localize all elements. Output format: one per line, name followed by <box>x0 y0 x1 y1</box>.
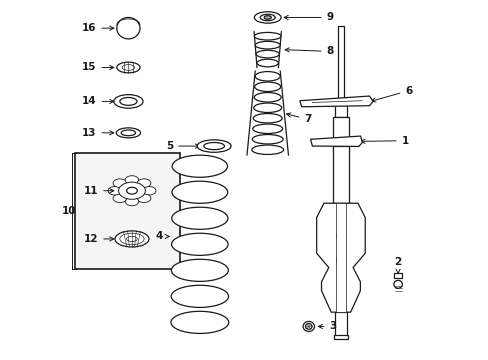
Ellipse shape <box>118 182 145 199</box>
Ellipse shape <box>113 194 126 203</box>
Ellipse shape <box>305 324 311 329</box>
Ellipse shape <box>336 230 345 240</box>
Text: 14: 14 <box>81 96 114 107</box>
Ellipse shape <box>251 145 283 154</box>
Ellipse shape <box>125 197 139 206</box>
Ellipse shape <box>121 130 135 136</box>
Ellipse shape <box>260 14 275 21</box>
Ellipse shape <box>252 124 282 134</box>
Ellipse shape <box>257 59 278 67</box>
Ellipse shape <box>254 93 281 102</box>
Ellipse shape <box>113 179 126 188</box>
Text: 3: 3 <box>318 321 336 332</box>
Bar <box>335 203 345 312</box>
Text: 7: 7 <box>286 113 311 124</box>
Ellipse shape <box>137 179 151 188</box>
Ellipse shape <box>171 285 228 307</box>
Ellipse shape <box>125 176 139 184</box>
Ellipse shape <box>172 181 227 203</box>
Bar <box>332 146 348 203</box>
Text: 6: 6 <box>371 86 411 102</box>
Ellipse shape <box>117 18 140 39</box>
Ellipse shape <box>254 32 281 40</box>
Ellipse shape <box>171 207 227 229</box>
Ellipse shape <box>171 311 228 333</box>
Text: 11: 11 <box>83 186 114 196</box>
Ellipse shape <box>122 64 134 70</box>
Ellipse shape <box>126 237 137 242</box>
Text: 10: 10 <box>61 206 76 216</box>
Text: 16: 16 <box>81 23 114 33</box>
Ellipse shape <box>108 186 122 195</box>
Ellipse shape <box>254 12 281 23</box>
Ellipse shape <box>142 186 156 195</box>
Ellipse shape <box>264 16 271 19</box>
Text: 5: 5 <box>165 141 199 151</box>
Bar <box>332 117 348 152</box>
Ellipse shape <box>120 98 137 105</box>
Polygon shape <box>316 203 365 312</box>
Ellipse shape <box>255 41 280 49</box>
Ellipse shape <box>120 233 144 245</box>
Ellipse shape <box>255 72 280 81</box>
Ellipse shape <box>253 113 282 123</box>
Ellipse shape <box>171 259 228 282</box>
Ellipse shape <box>114 95 143 108</box>
Text: 2: 2 <box>394 257 401 273</box>
Text: 15: 15 <box>81 63 114 72</box>
Ellipse shape <box>197 140 231 152</box>
Text: 9: 9 <box>284 13 333 22</box>
Ellipse shape <box>117 62 140 73</box>
Bar <box>337 26 343 107</box>
Ellipse shape <box>253 103 281 112</box>
Ellipse shape <box>115 231 149 247</box>
Ellipse shape <box>116 128 140 138</box>
Ellipse shape <box>303 321 314 332</box>
Text: 13: 13 <box>81 128 114 138</box>
Ellipse shape <box>171 233 228 255</box>
FancyBboxPatch shape <box>75 153 180 269</box>
Text: 4: 4 <box>155 231 169 242</box>
Ellipse shape <box>172 155 227 177</box>
Ellipse shape <box>254 82 280 91</box>
Ellipse shape <box>203 143 224 150</box>
Ellipse shape <box>252 135 283 144</box>
Ellipse shape <box>256 50 279 58</box>
Text: 12: 12 <box>83 234 114 244</box>
Polygon shape <box>310 136 362 147</box>
Bar <box>334 105 346 117</box>
Text: 8: 8 <box>285 46 333 57</box>
Bar <box>393 273 402 278</box>
Polygon shape <box>299 96 372 107</box>
Bar <box>335 312 346 337</box>
Ellipse shape <box>336 255 345 265</box>
Text: 1: 1 <box>360 136 408 146</box>
Bar <box>333 336 347 339</box>
Ellipse shape <box>137 194 151 203</box>
Ellipse shape <box>393 280 402 288</box>
Ellipse shape <box>126 187 137 194</box>
